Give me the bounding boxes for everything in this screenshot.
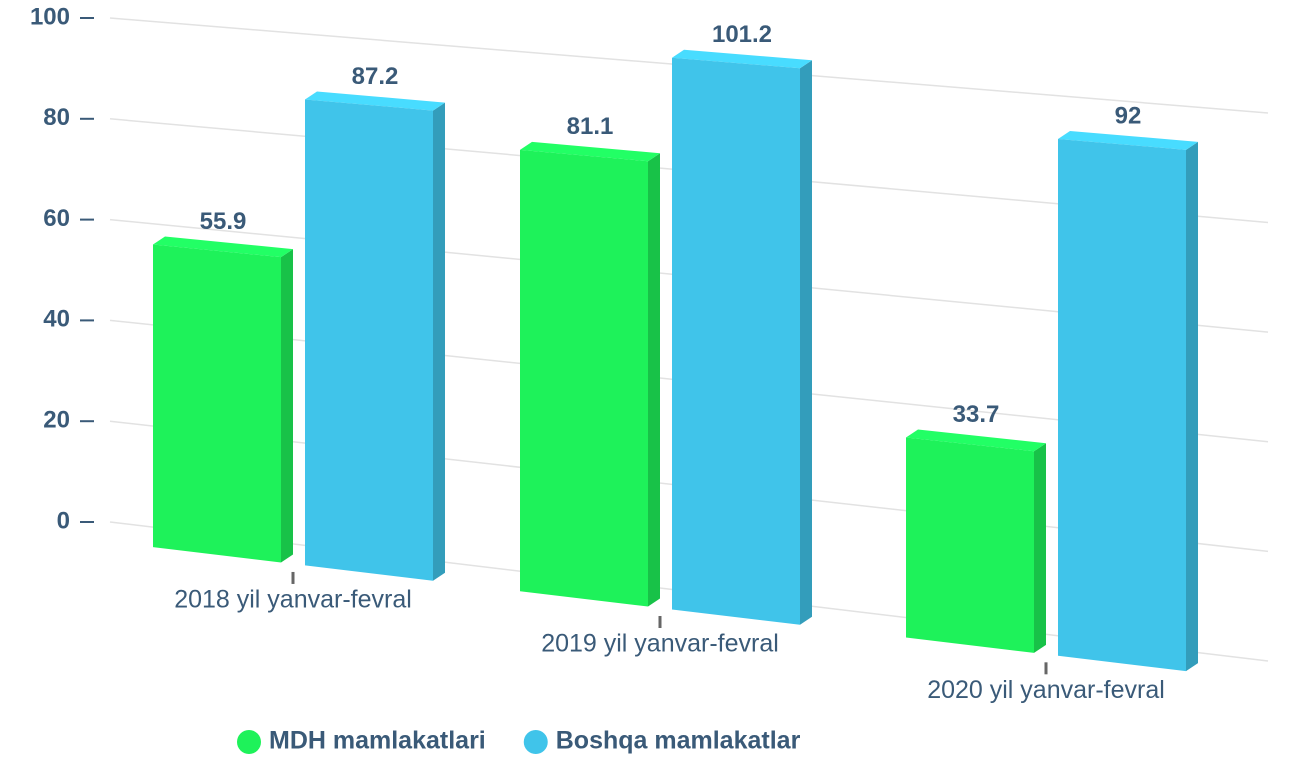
x-tick-label: 2018 yil yanvar-fevral (174, 586, 412, 614)
bar-top (153, 236, 293, 258)
legend-swatch (523, 730, 548, 754)
bar-side (648, 153, 660, 607)
bar-front (906, 437, 1034, 653)
legend-label: Boshqa mamlakatlar (556, 727, 801, 755)
x-tick-label: 2019 yil yanvar-fevral (541, 630, 779, 658)
bar (1058, 130, 1198, 672)
bar-top (520, 141, 660, 162)
value-label: 92 (1115, 102, 1142, 129)
value-label: 101.2 (712, 21, 772, 48)
bar-top (906, 429, 1046, 452)
bar-front (672, 57, 800, 625)
y-tick-label: 20 (43, 407, 70, 434)
value-label: 87.2 (352, 63, 399, 90)
y-tick-label: 40 (43, 306, 70, 333)
value-label: 33.7 (953, 401, 1000, 428)
bar (153, 236, 293, 563)
bar-side (1186, 141, 1198, 672)
y-tick-label: 0 (57, 507, 70, 534)
y-tick-label: 60 (43, 205, 70, 232)
bar-front (520, 149, 648, 607)
y-tick-label: 100 (30, 3, 70, 30)
legend-swatch (237, 730, 261, 754)
bar (906, 429, 1046, 653)
bar (305, 91, 445, 581)
x-tick-label: 2020 yil yanvar-fevral (927, 676, 1165, 704)
bar-top (1058, 130, 1198, 150)
bar-side (800, 60, 812, 625)
bar (672, 49, 812, 625)
bar-side (1034, 443, 1046, 653)
bar-front (153, 244, 281, 563)
value-label: 81.1 (567, 113, 614, 140)
bar-top (305, 91, 445, 111)
bar-side (433, 102, 445, 581)
bar-front (1058, 138, 1186, 672)
bar-front (305, 99, 433, 581)
bar-side (281, 249, 293, 563)
bar-top (672, 49, 812, 69)
value-label: 55.9 (200, 208, 247, 235)
bar (520, 141, 660, 607)
legend-label: MDH mamlakatlari (269, 727, 486, 755)
y-tick-label: 80 (43, 104, 70, 131)
